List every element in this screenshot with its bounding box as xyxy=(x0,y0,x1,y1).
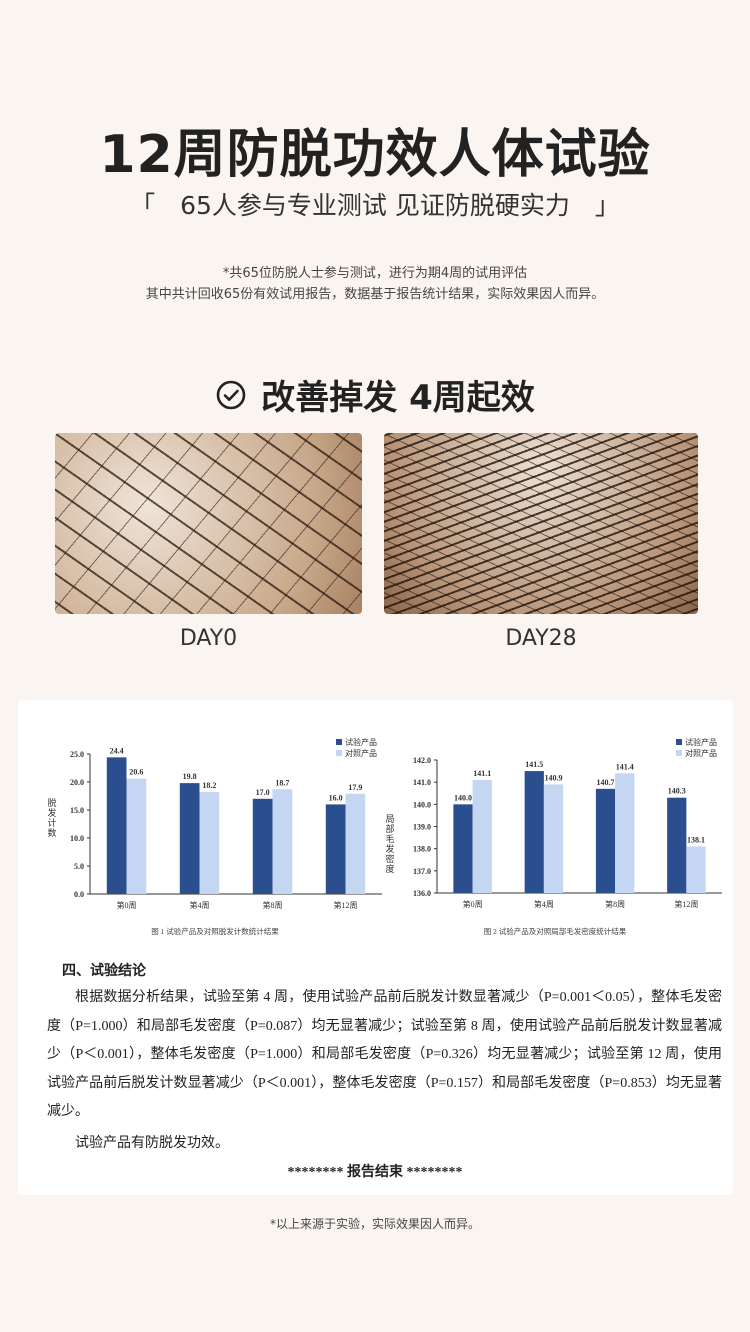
check-circle-icon xyxy=(216,380,246,409)
legend-label: 试验产品 xyxy=(685,737,717,747)
x-tick-label: 第8周 xyxy=(605,899,625,909)
bar-control xyxy=(472,779,492,893)
data-label: 141.5 xyxy=(525,760,543,769)
bar-control xyxy=(615,773,635,893)
y-tick-label: 142.0 xyxy=(413,756,431,765)
data-label: 18.7 xyxy=(275,778,289,787)
legend-label: 对照产品 xyxy=(685,748,717,758)
legend-swatch xyxy=(676,750,682,756)
legend-swatch xyxy=(336,739,342,745)
legend-swatch xyxy=(676,739,682,745)
y-axis-label-char: 发 xyxy=(385,843,394,854)
y-tick-label: 136.0 xyxy=(413,889,431,898)
bar-test xyxy=(179,783,200,894)
y-axis-label-char: 数 xyxy=(47,827,56,838)
y-tick-label: 0.0 xyxy=(74,890,84,899)
bar-control xyxy=(199,792,220,894)
x-tick-label: 第12周 xyxy=(674,899,698,909)
y-tick-label: 15.0 xyxy=(70,806,84,815)
y-tick-label: 20.0 xyxy=(70,778,84,787)
y-axis-label-char: 脱 xyxy=(47,797,56,808)
data-label: 140.9 xyxy=(544,773,562,782)
y-axis-label-char: 发 xyxy=(47,807,56,818)
x-tick-label: 第0周 xyxy=(463,899,483,909)
data-label: 17.0 xyxy=(256,788,270,797)
data-label: 20.6 xyxy=(129,768,143,777)
y-axis-label-char: 局 xyxy=(385,814,394,824)
report-end: ******** 报告结束 ******** xyxy=(287,1165,463,1180)
data-label: 17.9 xyxy=(348,783,362,792)
chart-caption: 图 1 试验产品及对照脱发计数统计结果 xyxy=(151,926,279,936)
data-label: 19.8 xyxy=(183,772,197,781)
y-tick-label: 25.0 xyxy=(70,750,84,759)
bar-control xyxy=(272,789,293,894)
subtitle: 「 65人参与专业测试 见证防脱硬实力 」 xyxy=(130,191,620,220)
y-axis-label-char: 毛 xyxy=(385,833,394,844)
data-label: 18.2 xyxy=(202,781,216,790)
data-label: 140.0 xyxy=(454,793,472,802)
bar-test xyxy=(106,757,127,894)
bar-test xyxy=(595,788,616,893)
x-tick-label: 第8周 xyxy=(263,900,283,910)
bar-test xyxy=(252,798,273,894)
footnote: *以上来源于实验，实际效果因人而异。 xyxy=(269,1217,480,1231)
data-label: 140.7 xyxy=(597,778,615,787)
y-axis-label-char: 度 xyxy=(385,863,394,874)
y-axis-label-char: 部 xyxy=(385,823,394,834)
photo-label-day28: DAY28 xyxy=(505,626,577,651)
data-label: 138.1 xyxy=(687,835,705,844)
conclusion-summary: 试验产品有防脱发功效。 xyxy=(75,1136,229,1151)
bar-control xyxy=(126,778,147,894)
note-line-1: *共65位防脱人士参与测试，进行为期4周的试用评估 xyxy=(222,266,528,281)
x-tick-label: 第0周 xyxy=(117,900,137,910)
bar-control xyxy=(345,793,366,894)
y-axis-label-char: 计 xyxy=(47,817,56,828)
x-tick-label: 第4周 xyxy=(534,899,554,909)
y-axis-label-char: 密 xyxy=(385,853,394,864)
scalp-photo-day0 xyxy=(55,433,362,614)
conclusion-heading: 四、试验结论 xyxy=(62,964,146,979)
page-title: 12周防脱功效人体试验 xyxy=(99,125,651,185)
bar-test xyxy=(524,771,544,893)
data-label: 24.4 xyxy=(110,746,124,755)
y-tick-label: 139.0 xyxy=(413,823,431,832)
y-tick-label: 137.0 xyxy=(413,867,431,876)
hair-density-chart: 136.0 137.0 138.0 139.0 140.0 141.0 142.0 第0周 14… xyxy=(385,737,722,936)
x-tick-label: 第4周 xyxy=(190,900,210,910)
x-tick-label: 第12周 xyxy=(334,900,358,910)
section-heading-text: 改善掉发 4周起效 xyxy=(261,378,535,418)
y-tick-label: 10.0 xyxy=(70,834,84,843)
note-line-2: 其中共计回收65份有效试用报告，数据基于报告统计结果，实际效果因人而异。 xyxy=(145,287,605,302)
bar-test xyxy=(453,804,473,893)
y-tick-label: 138.0 xyxy=(413,845,431,854)
data-label: 140.3 xyxy=(668,787,686,796)
data-label: 141.1 xyxy=(473,769,491,778)
hair-loss-count-chart: 0.0 5.0 10.0 15.0 20.0 25.0 第0周 24.4 20.6 第4周 19.8… xyxy=(47,737,382,936)
bar-control xyxy=(686,846,706,893)
section-heading: 改善掉发 4周起效 xyxy=(0,370,750,419)
chart-caption: 图 2 试验产品及对照局部毛发密度统计结果 xyxy=(484,926,627,936)
y-tick-label: 141.0 xyxy=(413,778,431,787)
scalp-photo-day28 xyxy=(384,433,698,614)
conclusion-paragraph: 根据数据分析结果，试验至第 4 周，使用试验产品前后脱发计数显著减少（P=0.0… xyxy=(47,990,722,1119)
legend-label: 试验产品 xyxy=(345,737,377,747)
legend-swatch xyxy=(336,750,342,756)
data-label: 141.4 xyxy=(616,762,634,771)
legend-label: 对照产品 xyxy=(345,748,377,758)
y-tick-label: 140.0 xyxy=(413,800,431,809)
y-tick-label: 5.0 xyxy=(74,862,84,871)
data-label: 16.0 xyxy=(329,793,343,802)
bar-control xyxy=(543,784,564,893)
photo-label-day0: DAY0 xyxy=(179,626,238,651)
bar-test xyxy=(667,797,687,893)
bar-test xyxy=(325,804,346,894)
